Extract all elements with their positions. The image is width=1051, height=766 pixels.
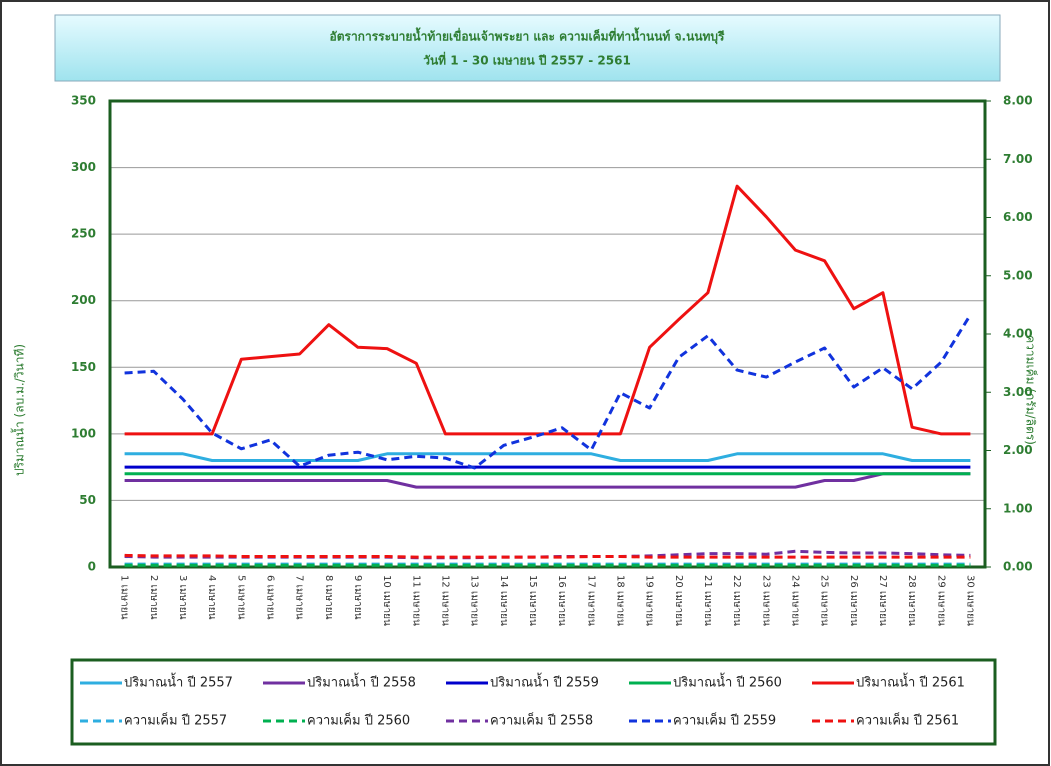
x-tick-label: 9 เมษายน (352, 575, 363, 620)
x-tick-label: 29 เมษายน (935, 575, 946, 626)
series-line (124, 472, 971, 489)
legend-label: ปริมาณน้ำ ปี 2560 (673, 673, 782, 691)
x-tick-label: 25 เมษายน (819, 575, 830, 626)
x-tick-label: 26 เมษายน (848, 575, 859, 626)
y-tick-label: 350 (71, 94, 96, 108)
legend-label: ปริมาณน้ำ ปี 2559 (490, 673, 599, 691)
y-tick-label: 100 (71, 426, 96, 440)
y2-tick-label: 2.00 (1003, 443, 1033, 457)
x-tick-label: 3 เมษายน (177, 575, 188, 620)
y2-tick-label: 3.00 (1003, 385, 1033, 399)
series-line (124, 314, 972, 470)
y-tick-label: 50 (79, 493, 96, 507)
x-tick-label: 10 เมษายน (381, 575, 392, 626)
series-line (124, 452, 971, 462)
x-tick-label: 19 เมษายน (644, 575, 655, 626)
x-tick-label: 24 เมษายน (789, 575, 800, 626)
plot-border (108, 99, 987, 569)
legend-label: ความเค็ม ปี 2557 (124, 711, 227, 729)
x-tick-label: 15 เมษายน (527, 575, 538, 626)
chart-subtitle: วันที่ 1 - 30 เมษายน ปี 2557 - 2561 (423, 52, 631, 68)
x-tick-label: 4 เมษายน (206, 575, 217, 620)
y2-tick-label: 6.00 (1003, 210, 1033, 224)
x-tick-label: 13 เมษายน (469, 575, 480, 626)
x-tick-label: 8 เมษายน (323, 575, 334, 620)
title-box (54, 14, 1001, 82)
x-tick-label: 7 เมษายน (294, 575, 305, 620)
y2-axis-label: ความเค็ม (กรัม/ลิตร) (1024, 335, 1039, 445)
y2-tick-label: 7.00 (1003, 152, 1033, 166)
series-line (124, 553, 971, 559)
x-tick-label: 18 เมษายน (614, 575, 625, 626)
x-tick-label: 28 เมษายน (906, 575, 917, 626)
y2-tick-label: 1.00 (1003, 501, 1033, 515)
y2-tick-label: 8.00 (1003, 94, 1033, 108)
x-tick-label: 27 เมษายน (877, 575, 888, 626)
y2-tick-label: 0.00 (1003, 560, 1033, 574)
y-tick-label: 0 (88, 560, 96, 574)
legend-box (70, 658, 997, 746)
y-tick-label: 300 (71, 160, 96, 174)
x-tick-label: 21 เมษายน (702, 575, 713, 626)
legend-label: ความเค็ม ปี 2560 (307, 711, 410, 729)
x-tick-label: 22 เมษายน (731, 575, 742, 626)
x-tick-label: 16 เมษายน (556, 575, 567, 626)
legend-label: ความเค็ม ปี 2558 (490, 711, 593, 729)
series-line (124, 184, 971, 436)
y-tick-label: 200 (71, 293, 96, 307)
y-tick-label: 150 (71, 360, 96, 374)
x-tick-label: 12 เมษายน (439, 575, 450, 626)
legend-label: ปริมาณน้ำ ปี 2558 (307, 673, 416, 691)
x-tick-label: 14 เมษายน (498, 575, 509, 626)
chart-title: อัตราการระบายน้ำท้ายเขื่อนเจ้าพระยา และ … (330, 27, 726, 45)
x-tick-label: 1 เมษายน (119, 575, 130, 620)
x-tick-label: 23 เมษายน (760, 575, 771, 626)
x-tick-label: 30 เมษายน (964, 575, 975, 626)
x-tick-label: 2 เมษายน (148, 575, 159, 620)
x-tick-label: 20 เมษายน (673, 575, 684, 626)
x-tick-label: 17 เมษายน (585, 575, 596, 626)
y-axis-label: ปริมาณน้ำ (ลบ.ม./วินาที) (11, 344, 27, 476)
legend-label: ปริมาณน้ำ ปี 2557 (124, 673, 233, 691)
x-tick-label: 6 เมษายน (264, 575, 275, 620)
x-tick-label: 5 เมษายน (235, 575, 246, 620)
y2-tick-label: 4.00 (1003, 327, 1033, 341)
legend-label: ความเค็ม ปี 2561 (856, 711, 959, 729)
y-tick-label: 250 (71, 227, 96, 241)
x-tick-label: 11 เมษายน (410, 575, 421, 626)
legend-label: ความเค็ม ปี 2559 (673, 711, 776, 729)
legend-label: ปริมาณน้ำ ปี 2561 (856, 673, 965, 691)
y2-tick-label: 5.00 (1003, 268, 1033, 282)
